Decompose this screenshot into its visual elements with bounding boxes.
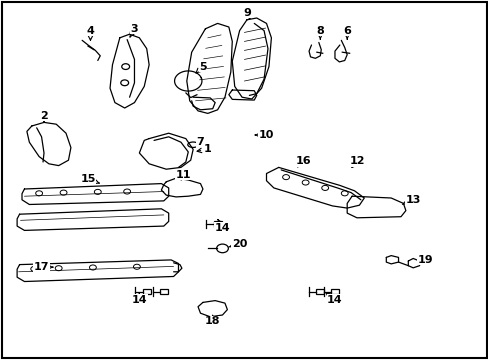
Text: 15: 15 — [80, 174, 99, 184]
Text: 8: 8 — [316, 26, 324, 39]
Text: 3: 3 — [130, 24, 138, 37]
Text: 2: 2 — [40, 111, 48, 122]
Text: 17: 17 — [34, 262, 53, 272]
Text: 9: 9 — [243, 8, 250, 19]
Text: 1: 1 — [197, 144, 211, 154]
Bar — [142, 289, 150, 294]
Text: 16: 16 — [295, 156, 310, 167]
Text: 19: 19 — [417, 255, 432, 265]
Text: 14: 14 — [131, 293, 147, 305]
Text: 7: 7 — [196, 137, 204, 147]
Text: 11: 11 — [175, 170, 191, 180]
Text: 12: 12 — [348, 156, 364, 167]
Bar — [160, 289, 167, 294]
Text: 18: 18 — [204, 315, 220, 326]
Text: 14: 14 — [325, 293, 342, 305]
Bar — [213, 221, 221, 227]
Bar — [330, 289, 338, 294]
Text: 4: 4 — [86, 26, 94, 40]
Text: 10: 10 — [255, 130, 274, 140]
Text: 6: 6 — [343, 26, 350, 39]
Text: 5: 5 — [196, 62, 206, 73]
Text: 14: 14 — [214, 220, 230, 233]
Bar — [316, 289, 324, 294]
Text: 20: 20 — [228, 239, 247, 249]
Text: 13: 13 — [402, 195, 420, 205]
